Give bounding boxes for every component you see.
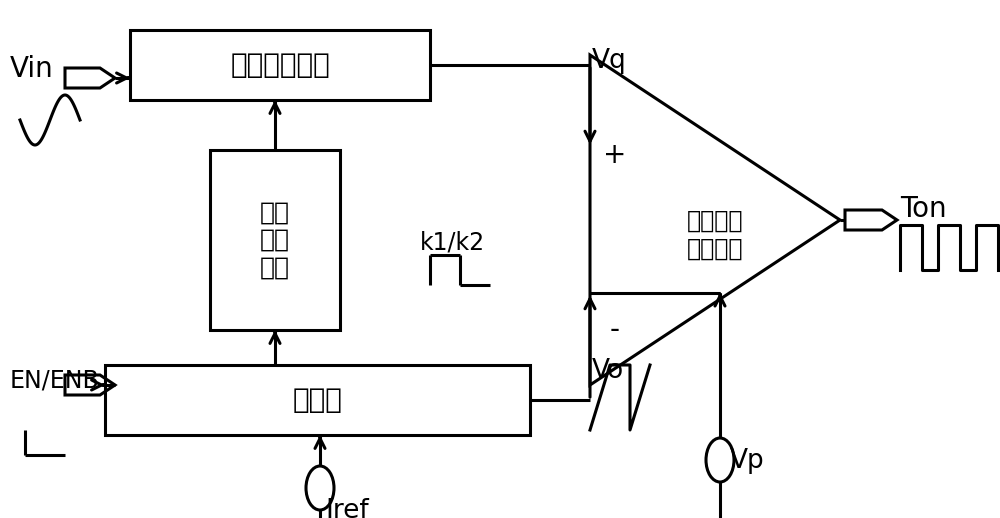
Text: 振荡器: 振荡器 bbox=[293, 386, 342, 414]
Text: EN/ENB: EN/ENB bbox=[10, 368, 100, 392]
Text: Vin: Vin bbox=[10, 55, 54, 83]
Text: +: + bbox=[603, 141, 627, 169]
Text: 信号
校正
电路: 信号 校正 电路 bbox=[260, 200, 290, 280]
Text: k1/k2: k1/k2 bbox=[420, 230, 485, 254]
Text: 采样保持电路: 采样保持电路 bbox=[230, 51, 330, 79]
Text: 轨对轨电
压比较器: 轨对轨电 压比较器 bbox=[687, 209, 743, 261]
Text: Iref: Iref bbox=[325, 498, 369, 518]
Bar bbox=[105, 365, 530, 435]
Text: -: - bbox=[610, 316, 620, 344]
Text: Ton: Ton bbox=[900, 195, 947, 223]
Bar bbox=[130, 30, 430, 100]
Text: Vo: Vo bbox=[592, 358, 624, 384]
Bar bbox=[210, 150, 340, 330]
Text: Vp: Vp bbox=[730, 448, 765, 474]
Text: Vq: Vq bbox=[592, 48, 627, 74]
